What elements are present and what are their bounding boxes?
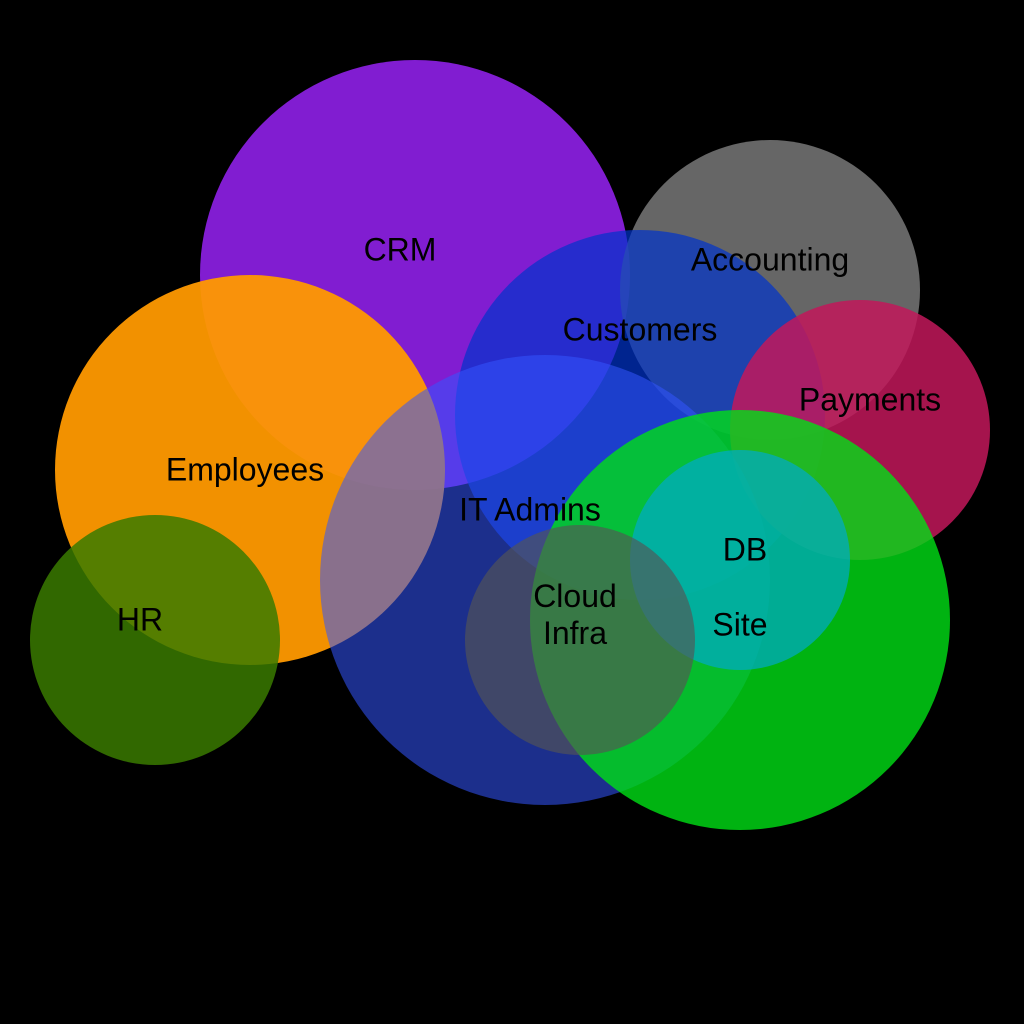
label-site: Site bbox=[712, 607, 767, 644]
label-payments: Payments bbox=[799, 382, 941, 419]
venn-diagram: CRM Accounting Customers Payments Employ… bbox=[0, 0, 1024, 1024]
label-db: DB bbox=[723, 532, 767, 569]
label-crm: CRM bbox=[364, 232, 437, 269]
label-employees: Employees bbox=[166, 452, 324, 489]
label-cloud: Cloud Infra bbox=[533, 578, 617, 652]
label-accounting: Accounting bbox=[691, 242, 849, 279]
label-hr: HR bbox=[117, 602, 163, 639]
label-customers: Customers bbox=[563, 312, 718, 349]
circle-hr bbox=[30, 515, 280, 765]
label-itadmins: IT Admins bbox=[459, 492, 601, 529]
